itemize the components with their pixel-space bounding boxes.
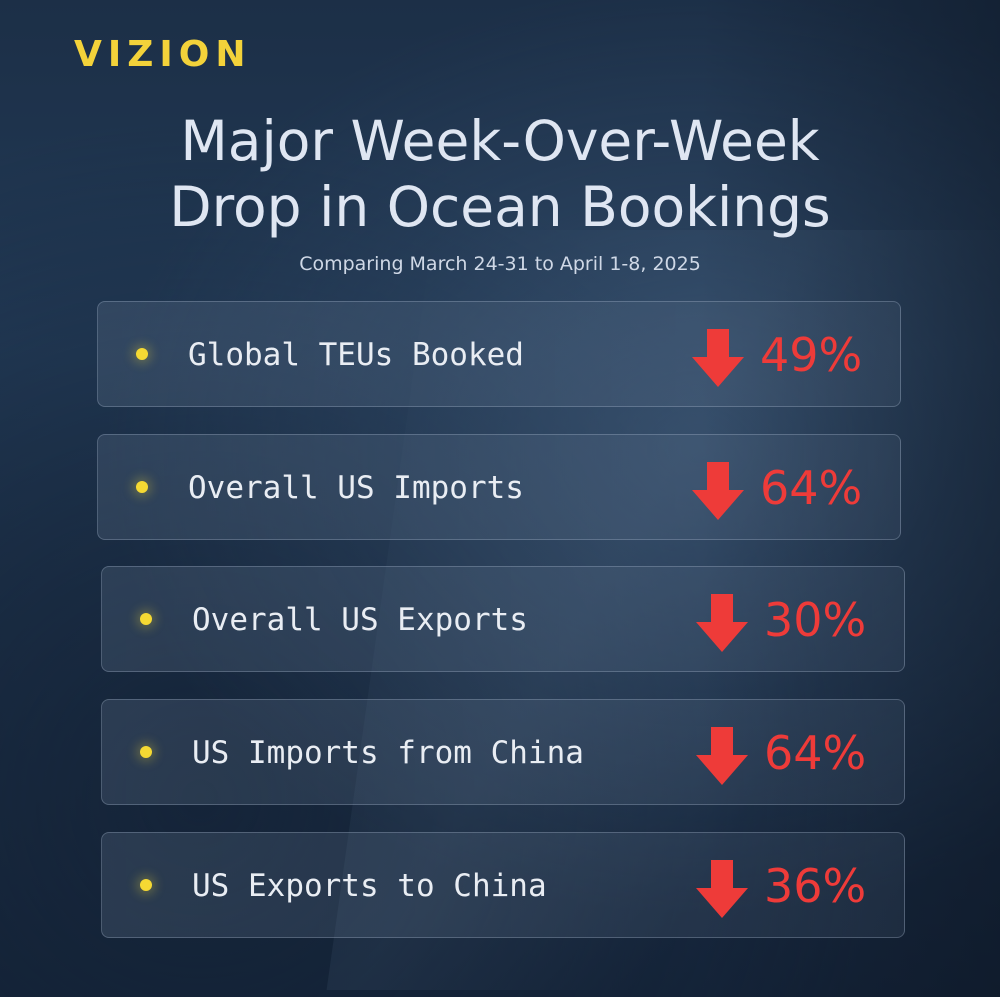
stat-card-us-exports: Overall US Exports 30% <box>101 566 905 672</box>
stat-value: 30% <box>764 593 867 647</box>
bullet-dot <box>136 481 148 493</box>
stat-label: Global TEUs Booked <box>188 337 524 373</box>
stat-label: Overall US Imports <box>188 470 524 506</box>
arrow-down-icon <box>692 329 744 387</box>
arrow-down-icon <box>692 462 744 520</box>
stat-card-us-exports-china: US Exports to China 36% <box>101 832 905 938</box>
stat-label: Overall US Exports <box>192 602 528 638</box>
bullet-dot <box>136 348 148 360</box>
stat-value: 36% <box>764 859 867 913</box>
stat-label: US Imports from China <box>192 735 584 771</box>
arrow-down-icon <box>696 860 748 918</box>
bullet-dot <box>140 879 152 891</box>
stat-card-us-imports-china: US Imports from China 64% <box>101 699 905 805</box>
bullet-dot <box>140 746 152 758</box>
title-line-2: Drop in Ocean Bookings <box>169 175 831 239</box>
stat-card-global-teus: Global TEUs Booked 49% <box>97 301 901 407</box>
arrow-down-icon <box>696 727 748 785</box>
title-line-1: Major Week-Over-Week <box>180 109 820 173</box>
stat-card-us-imports: Overall US Imports 64% <box>97 434 901 540</box>
stat-value: 49% <box>760 328 863 382</box>
subtitle: Comparing March 24-31 to April 1-8, 2025 <box>299 253 701 275</box>
stat-value: 64% <box>764 726 867 780</box>
bullet-dot <box>140 613 152 625</box>
brand-logo: VIZION <box>74 34 252 75</box>
arrow-down-icon <box>696 594 748 652</box>
stat-label: US Exports to China <box>192 868 547 904</box>
page-title: Major Week-Over-Week Drop in Ocean Booki… <box>0 108 1000 240</box>
stat-value: 64% <box>760 461 863 515</box>
